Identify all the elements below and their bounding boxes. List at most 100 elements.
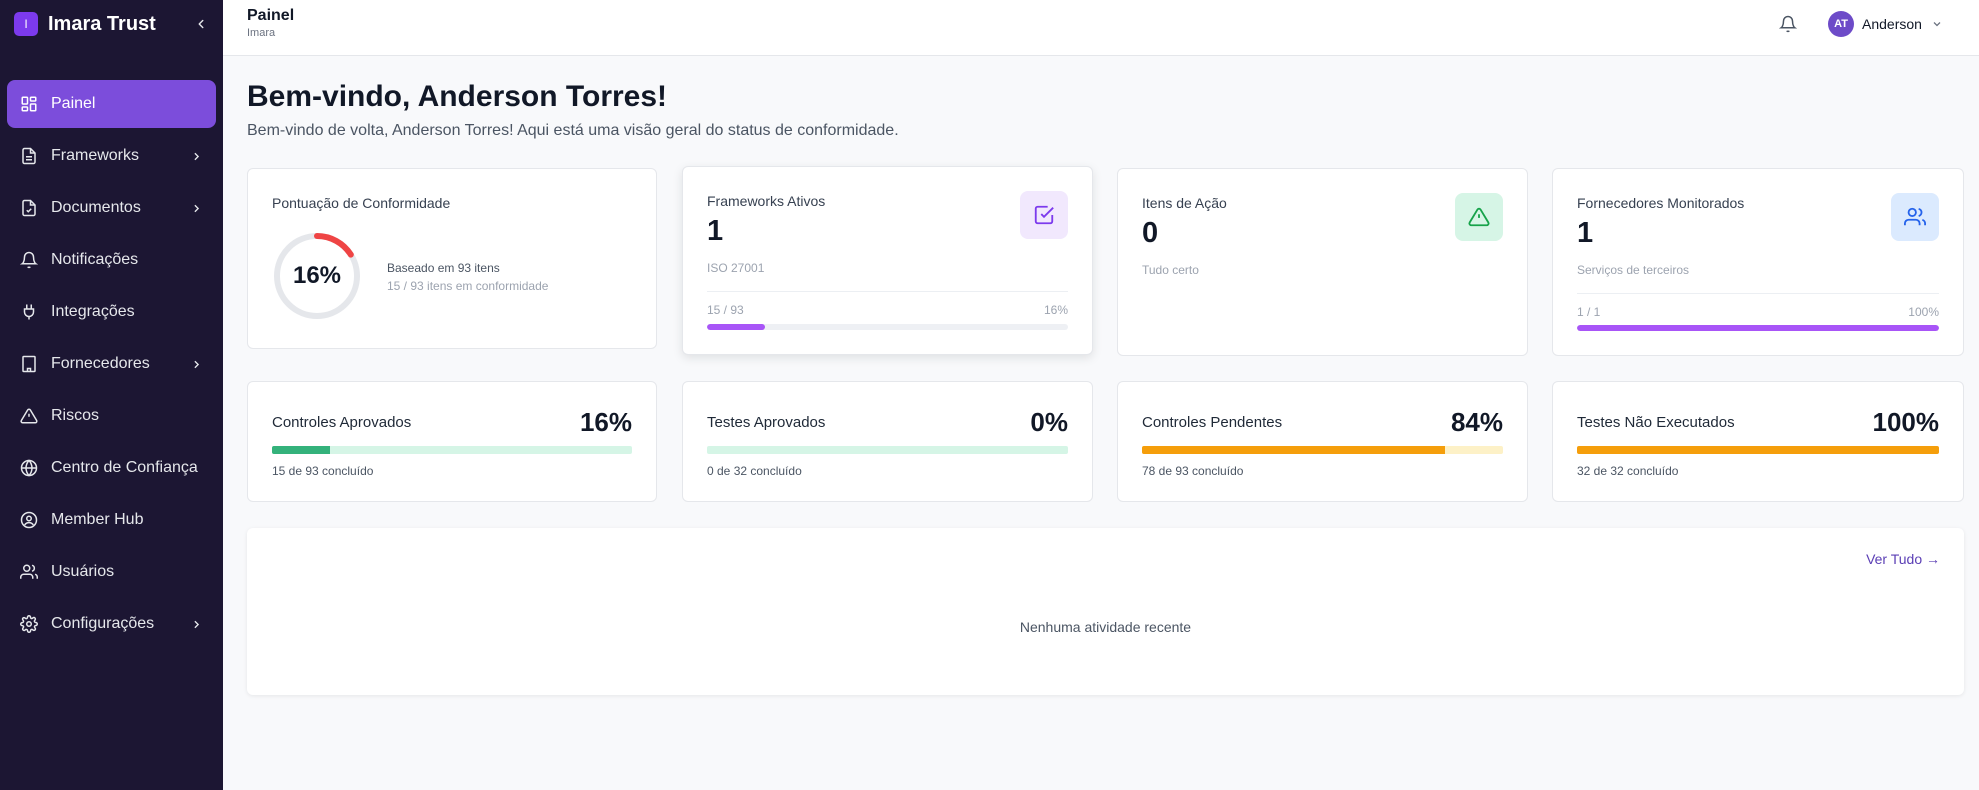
divider xyxy=(707,291,1068,292)
user-name: Anderson xyxy=(1862,16,1922,32)
sidebar-item-painel[interactable]: Painel xyxy=(7,80,216,128)
vendors-sub: Serviços de terceiros xyxy=(1577,263,1690,277)
stat-progress-track xyxy=(1577,446,1939,454)
sidebar-item-label: Configurações xyxy=(51,615,155,632)
sidebar-item-centro-de-confianca[interactable]: Centro de Confiança xyxy=(7,444,216,492)
chevron-down-icon xyxy=(1930,17,1944,31)
welcome-title: Bem-vindo, Anderson Torres! xyxy=(247,80,668,113)
frameworks-count: 1 xyxy=(707,215,724,247)
sidebar-item-frameworks[interactable]: Frameworks xyxy=(7,132,216,180)
plug-icon xyxy=(19,302,39,322)
welcome-subtitle: Bem-vindo de volta, Anderson Torres! Aqu… xyxy=(247,122,899,139)
action-items-sub: Tudo certo xyxy=(1142,263,1199,277)
stat-sub: 15 de 93 concluído xyxy=(272,464,374,478)
card-title: Fornecedores Monitorados xyxy=(1577,195,1745,211)
brand-logo: I xyxy=(14,12,38,36)
avatar: AT xyxy=(1828,11,1854,37)
progress-track xyxy=(707,324,1068,330)
sidebar: I Imara Trust Painel Frameworks Document… xyxy=(0,0,223,790)
card-title: Frameworks Ativos xyxy=(707,193,826,209)
sidebar-item-label: Documentos xyxy=(51,199,141,216)
stat-value: 0% xyxy=(1030,407,1068,437)
stat-card-testes-nao-executados[interactable]: Testes Não Executados 100% 32 de 32 conc… xyxy=(1552,381,1964,502)
progress-fill xyxy=(707,324,765,330)
users-icon xyxy=(19,562,39,582)
frameworks-sub: ISO 27001 xyxy=(707,261,765,275)
progress-track xyxy=(1577,325,1939,331)
progress-labels: 1 / 1 100% xyxy=(1577,305,1939,319)
stat-progress-track xyxy=(1142,446,1503,454)
stat-title: Testes Aprovados xyxy=(707,414,826,431)
sidebar-item-riscos[interactable]: Riscos xyxy=(7,392,216,440)
grid-icon xyxy=(19,94,39,114)
sidebar-item-label: Notificações xyxy=(51,251,139,268)
sidebar-item-label: Painel xyxy=(51,95,96,112)
bell-icon xyxy=(19,250,39,270)
top-header: Painel Imara AT Anderson xyxy=(223,0,1979,56)
score-basis: Baseado em 93 itens xyxy=(387,261,500,275)
stat-progress-track xyxy=(707,446,1068,454)
stat-sub: 0 de 32 concluído xyxy=(707,464,802,478)
chevron-right-icon xyxy=(188,356,204,372)
compliance-donut xyxy=(274,233,360,319)
active-frameworks-card[interactable]: Frameworks Ativos 1 ISO 27001 15 / 93 16… xyxy=(682,166,1093,355)
collapse-sidebar-button[interactable] xyxy=(191,14,211,34)
progress-labels: 15 / 93 16% xyxy=(707,303,1068,317)
sidebar-item-label: Riscos xyxy=(51,407,100,424)
action-items-card[interactable]: Itens de Ação 0 Tudo certo xyxy=(1117,168,1528,356)
recent-activity-panel: Ver Tudo → Nenhuma atividade recente xyxy=(247,528,1964,695)
donut-progress-arc xyxy=(274,233,360,319)
sidebar-item-label: Usuários xyxy=(51,563,115,580)
vendors-count: 1 xyxy=(1577,217,1594,249)
users-icon xyxy=(1891,193,1939,241)
stat-value: 16% xyxy=(579,407,632,437)
sidebar-item-label: Integrações xyxy=(51,303,135,320)
sidebar-item-fornecedores[interactable]: Fornecedores xyxy=(7,340,216,388)
page-title: Painel xyxy=(247,7,295,24)
warning-icon xyxy=(19,406,39,426)
stat-progress-fill xyxy=(1142,446,1446,454)
monitored-vendors-card[interactable]: Fornecedores Monitorados 1 Serviços de t… xyxy=(1552,168,1964,356)
sidebar-item-configuracoes[interactable]: Configurações xyxy=(7,600,216,648)
stat-sub: 78 de 93 concluído xyxy=(1142,464,1244,478)
compliance-score-card: Pontuação de Conformidade 16% Baseado em… xyxy=(247,168,657,349)
bell-icon xyxy=(1779,15,1797,33)
stat-card-controles-aprovados[interactable]: Controles Aprovados 16% 15 de 93 concluí… xyxy=(247,381,657,502)
stat-value: 84% xyxy=(1450,407,1503,437)
sidebar-item-documentos[interactable]: Documentos xyxy=(7,184,216,232)
sidebar-item-notificacoes[interactable]: Notificações xyxy=(7,236,216,284)
stat-card-testes-aprovados[interactable]: Testes Aprovados 0% 0 de 32 concluído xyxy=(682,381,1093,502)
chevron-right-icon xyxy=(188,148,204,164)
stat-progress-fill xyxy=(1577,446,1939,454)
user-circle-icon xyxy=(19,510,39,530)
sidebar-item-member-hub[interactable]: Member Hub xyxy=(7,496,216,544)
checkbox-icon xyxy=(1020,191,1068,239)
user-menu[interactable]: AT Anderson xyxy=(1828,11,1944,37)
progress-percent: 16% xyxy=(1043,303,1068,317)
see-all-link[interactable]: Ver Tudo → xyxy=(1866,551,1940,567)
sidebar-item-integracoes[interactable]: Integrações xyxy=(7,288,216,336)
divider xyxy=(1577,293,1939,294)
chevron-right-icon xyxy=(188,200,204,216)
main-content: Bem-vindo, Anderson Torres! Bem-vindo de… xyxy=(223,56,1979,790)
chevron-left-icon xyxy=(198,19,204,29)
stat-card-controles-pendentes[interactable]: Controles Pendentes 84% 78 de 93 concluí… xyxy=(1117,381,1528,502)
notifications-button[interactable] xyxy=(1777,13,1799,35)
gear-icon xyxy=(19,614,39,634)
sidebar-item-label: Frameworks xyxy=(51,147,140,164)
progress-count: 15 / 93 xyxy=(707,303,744,317)
sidebar-item-usuarios[interactable]: Usuários xyxy=(7,548,216,596)
card-title: Itens de Ação xyxy=(1142,195,1227,211)
sidebar-nav: Painel Frameworks Documentos Notificaçõe… xyxy=(0,80,223,648)
progress-fill xyxy=(1577,325,1939,331)
stat-progress-fill xyxy=(272,446,330,454)
sidebar-item-label: Fornecedores xyxy=(51,355,150,372)
stat-value: 100% xyxy=(1872,407,1940,437)
progress-count: 1 / 1 xyxy=(1577,305,1601,319)
stat-title: Controles Pendentes xyxy=(1142,414,1283,431)
stat-title: Testes Não Executados xyxy=(1577,414,1735,431)
stat-title: Controles Aprovados xyxy=(272,414,412,431)
empty-state: Nenhuma atividade recente xyxy=(1019,619,1192,635)
progress-percent: 100% xyxy=(1908,305,1939,319)
building-icon xyxy=(19,354,39,374)
